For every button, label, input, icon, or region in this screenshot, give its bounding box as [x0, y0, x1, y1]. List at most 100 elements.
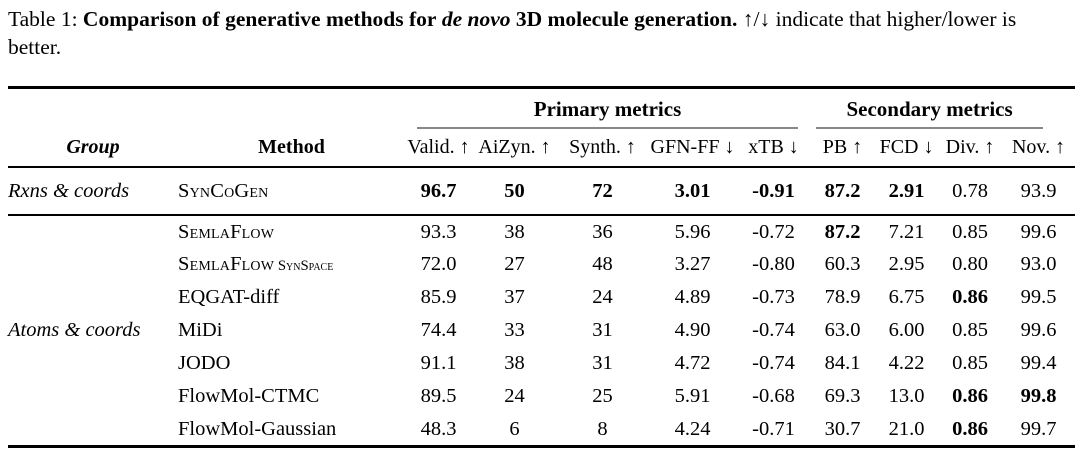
metric-value: 78.9 [824, 286, 861, 309]
primary-metrics-label: Primary metrics [417, 97, 799, 130]
metric-value: 89.5 [420, 385, 457, 408]
col-header-group: Group [66, 136, 120, 159]
group-label: Atoms & coords [8, 319, 141, 342]
metric-value: 4.72 [674, 352, 711, 375]
col-header-synth: Synth. ↑ [569, 136, 636, 159]
metric-value: 25 [592, 385, 613, 408]
metric-value: 3.01 [674, 179, 711, 202]
method-name: SemlaFlow [178, 220, 275, 243]
metric-value: 99.6 [1020, 319, 1057, 342]
metric-value: -0.72 [752, 220, 795, 243]
metric-value: 24 [504, 385, 525, 408]
metric-value: 21.0 [888, 417, 925, 440]
metric-value: 6.00 [888, 319, 925, 342]
metric-value: 50 [504, 179, 525, 202]
caption-prefix: Table 1: [8, 7, 78, 31]
metric-value: 31 [592, 319, 613, 342]
metric-value: 63.0 [824, 319, 861, 342]
metric-value: 99.6 [1020, 220, 1057, 243]
metric-value: 5.91 [674, 385, 711, 408]
table-row: JODO 91.1 38 31 4.72 -0.74 84.1 4.22 0.85 99.4 [8, 347, 1075, 380]
metric-value: 0.85 [952, 352, 988, 375]
metric-value: -0.74 [752, 319, 795, 342]
metric-value: 24 [592, 286, 613, 309]
metric-value: 72 [592, 179, 613, 202]
column-header-row: Group Method Valid. ↑ AiZyn. ↑ Synth. ↑ … [8, 129, 1076, 168]
group-label: Rxns & coords [8, 179, 130, 202]
table-body: Rxns & coords SynCoGen 96.7 50 72 3.01 -0.91 87… [8, 167, 1076, 446]
paper-page: Table 1: Comparison of generative method… [0, 6, 1080, 471]
metric-value: 2.91 [888, 179, 925, 202]
metric-value: 69.3 [824, 385, 861, 408]
metric-value: 96.7 [420, 179, 457, 202]
metric-value: 38 [504, 220, 525, 243]
method-name: FlowMol-CTMC [178, 385, 320, 408]
metric-value: 85.9 [420, 286, 457, 309]
method-name: SynCoGen [178, 179, 269, 202]
col-header-xtb: xTB ↓ [748, 136, 799, 159]
metric-value: 0.86 [952, 286, 988, 309]
primary-metrics-header: Primary metrics [405, 87, 810, 130]
metric-value: 99.4 [1020, 352, 1057, 375]
secondary-metrics-header: Secondary metrics [810, 87, 1075, 130]
metric-value: -0.80 [752, 253, 795, 276]
metric-value: 87.2 [824, 179, 861, 202]
caption-bold-text-2: 3D molecule generation. [515, 7, 738, 31]
metric-value: 3.27 [674, 253, 711, 276]
metric-value: 84.1 [824, 352, 861, 375]
table-row: EQGAT-diff 85.9 37 24 4.89 -0.73 78.9 6.75 0.86 9… [8, 281, 1075, 314]
metric-value: 99.8 [1020, 385, 1057, 408]
metric-value: 27 [504, 253, 525, 276]
metric-value: 48.3 [420, 417, 457, 440]
metric-value: 2.95 [888, 253, 925, 276]
metric-value: 36 [592, 220, 613, 243]
method-name: EQGAT-diff [178, 286, 280, 309]
metric-value: 74.4 [420, 319, 457, 342]
col-header-fcd: FCD ↓ [879, 136, 934, 159]
metric-value: 99.7 [1020, 417, 1057, 440]
table-row: Rxns & coords SynCoGen 96.7 50 72 3.01 -0.91 87… [8, 167, 1076, 216]
metric-value: -0.71 [752, 417, 795, 440]
metric-value: 48 [592, 253, 613, 276]
metric-value: 0.80 [952, 253, 988, 276]
metric-value: 60.3 [824, 253, 861, 276]
metric-value: 99.5 [1020, 286, 1057, 309]
secondary-metrics-label: Secondary metrics [816, 97, 1044, 130]
table-caption: Table 1: Comparison of generative method… [8, 6, 1074, 62]
metric-value: 93.9 [1020, 179, 1057, 202]
metric-value: -0.74 [752, 352, 795, 375]
table-row: FlowMol-Gaussian 48.3 6 8 4.24 -0.71 30.7 21.0 0… [8, 413, 1075, 446]
metric-value: 0.86 [952, 385, 988, 408]
metric-value: 6.75 [888, 286, 925, 309]
metric-value: 30.7 [824, 417, 861, 440]
metric-value: 38 [504, 352, 525, 375]
metric-value: 0.85 [952, 319, 988, 342]
results-table: Primary metrics Secondary metrics Group … [8, 85, 1076, 448]
metric-value: 33 [504, 319, 525, 342]
metric-value: -0.73 [752, 286, 795, 309]
metric-value: 4.90 [674, 319, 711, 342]
metric-value: 4.22 [888, 352, 925, 375]
metric-value: 4.24 [674, 417, 711, 440]
method-name: JODO [178, 352, 231, 375]
metric-group-header-row: Primary metrics Secondary metrics [8, 87, 1075, 130]
metric-value: 6 [509, 417, 520, 440]
col-header-valid: Valid. ↑ [407, 136, 470, 159]
metric-value: 7.21 [888, 220, 925, 243]
method-name: SemlaFlow SynSpace [178, 253, 334, 276]
metric-value: 93.0 [1020, 253, 1057, 276]
metric-value: 13.0 [888, 385, 925, 408]
metric-value: 8 [597, 417, 608, 440]
metric-value: 31 [592, 352, 613, 375]
metric-value: 5.96 [674, 220, 711, 243]
header-spacer [8, 87, 405, 129]
col-header-method: Method [258, 136, 325, 159]
caption-de-novo: de novo [441, 7, 511, 31]
table-row: Atoms & coords SemlaFlow 93.3 38 36 5.96 -0.72… [8, 215, 1075, 341]
table-row: MiDi 74.4 33 31 4.90 -0.74 63.0 6.00 0.85 99.6 [8, 314, 1075, 347]
metric-value: 72.0 [420, 253, 457, 276]
col-header-nov: Nov. ↑ [1011, 136, 1066, 159]
col-header-gfn-ff: GFN-FF ↓ [650, 136, 735, 159]
metric-value: 91.1 [420, 352, 457, 375]
caption-bold-text: Comparison of generative methods for [82, 7, 437, 31]
